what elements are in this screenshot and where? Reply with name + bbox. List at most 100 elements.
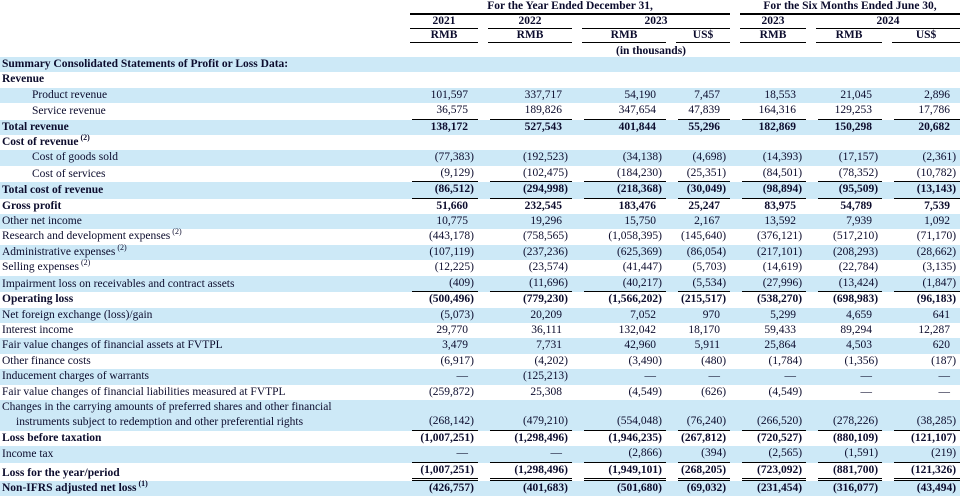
value-cell: 29,770 [436, 323, 468, 336]
row-label: Changes in the carrying amounts of prefe… [0, 399, 400, 431]
value-cell: 7,731 [478, 338, 572, 354]
value-cell: 59,433 [764, 323, 797, 336]
currency-label: RMB [488, 29, 572, 43]
table-row: Research and development expenses (2) (44… [0, 228, 960, 244]
table-row: Cost of services (9,129) (102,475) (184,230… [0, 166, 960, 183]
value-cell: (86,054) [666, 244, 731, 261]
table-row: Changes in the carrying amounts of prefe… [0, 399, 960, 431]
value-cell: (10,782) [882, 166, 960, 183]
value-cell: 4,659 [806, 307, 883, 323]
value-cell: 7,052 [572, 307, 666, 323]
units-note: (in thousands) [616, 45, 687, 57]
year-label: 2024 [816, 15, 960, 29]
value-cell: (25,351) [666, 166, 731, 183]
value-cell: (14,393) [730, 150, 807, 166]
value-cell: (13,143) [882, 182, 960, 199]
value-cell: 970 [666, 307, 731, 323]
table-row: Loss for the year/period (1,007,251) (1,29… [0, 463, 960, 481]
table-row: Other net income 10,775 19,296 15,750 2,167 1… [0, 214, 960, 230]
table-row: Inducement charges of warrants — (125,213)… [0, 369, 960, 385]
row-label: Administrative expenses (2) [0, 244, 400, 261]
value-cell [400, 57, 478, 73]
value-cell [572, 72, 666, 87]
value-cell: (500,496) [428, 293, 474, 306]
row-label: Other finance costs [2, 354, 91, 367]
value-cell: (77,383) [400, 150, 478, 166]
table-row: Administrative expenses (2) (107,119) (237… [0, 244, 960, 261]
value-cell: (2,565) [730, 446, 807, 463]
year-header-1: 2022 [478, 15, 572, 29]
table-row: Selling expenses (2) (12,225) (23,574) (41,… [0, 258, 960, 275]
value-cell: (102,475) [478, 166, 572, 183]
table-row: Total cost of revenue (86,512) (294,998) (2… [0, 182, 960, 199]
value-cell: 183,476 [618, 199, 656, 212]
value-cell: (184,230) [572, 166, 666, 183]
value-cell: (501,680) [572, 480, 666, 496]
table-row: Total revenue 138,172 527,543 401,844 55,296… [0, 119, 960, 136]
value-cell: (4,549) [768, 385, 803, 398]
value-cell: (5,703) [692, 261, 727, 274]
table-row: Other finance costs (6,917) (4,202) (3,490)… [0, 354, 960, 369]
value-cell [666, 72, 730, 87]
value-cell: — [400, 369, 478, 385]
value-cell [806, 57, 883, 73]
table-row: Interest income 29,770 36,111 132,042 18,170… [0, 323, 960, 338]
value-cell: (625,369) [572, 244, 666, 261]
value-cell: (626) [701, 385, 727, 398]
value-cell: (1,566,202) [608, 293, 662, 306]
value-cell: (2,866) [572, 446, 666, 463]
value-cell: 101,597 [400, 87, 478, 104]
currency-header-0: RMB [400, 29, 478, 43]
value-cell [400, 135, 478, 150]
currency-header-3: US$ [666, 29, 731, 43]
currency-header-4: RMB [730, 29, 807, 43]
table-row: Net foreign exchange (loss)/gain (5,073) 2… [0, 307, 960, 323]
value-cell: 25,308 [530, 385, 562, 398]
value-cell [478, 57, 572, 73]
value-cell: (1,058,395) [608, 230, 662, 243]
row-label: Selling expenses (2) [2, 258, 91, 274]
value-cell: (376,121) [757, 230, 803, 243]
value-cell: (1,847) [882, 275, 960, 293]
value-cell: (9,129) [400, 166, 478, 183]
value-cell: (278,226) [806, 399, 883, 431]
value-cell: — [938, 385, 951, 398]
value-cell: (1,591) [806, 446, 883, 463]
row-label: Impairment loss on receivables and contr… [0, 275, 400, 293]
value-cell: 54,190 [572, 87, 666, 104]
value-cell: (4,202) [534, 354, 568, 367]
year-group-header-cell: For the Year Ended December 31, [400, 0, 731, 15]
currency-header-2: RMB [572, 29, 666, 43]
header-group-row: For the Year Ended December 31, For the … [0, 0, 960, 15]
table-row: Loss before taxation (1,007,251) (1,298,49… [0, 431, 960, 446]
value-cell: 19,296 [478, 214, 572, 230]
currency-label: RMB [410, 29, 478, 43]
value-cell: 47,839 [666, 103, 731, 120]
value-cell: 182,869 [730, 119, 807, 136]
value-cell: 5,911 [666, 338, 731, 354]
value-cell: 132,042 [618, 323, 656, 336]
value-cell: 25,864 [730, 338, 807, 354]
value-cell: (145,640) [681, 230, 727, 243]
value-cell [478, 72, 572, 87]
value-cell: 42,960 [572, 338, 666, 354]
value-cell: — [572, 369, 666, 385]
row-label: Total cost of revenue [0, 182, 400, 199]
value-cell: (1,298,496) [514, 431, 568, 444]
row-label: Inducement charges of warrants [0, 369, 400, 385]
table-row: Cost of revenue (2) [0, 134, 960, 150]
value-cell: (30,049) [666, 182, 731, 199]
value-cell [882, 135, 960, 150]
value-cell: (316,077) [806, 480, 883, 496]
value-cell: 527,543 [478, 119, 572, 136]
value-cell [478, 135, 572, 150]
value-cell: (22,784) [838, 261, 879, 274]
value-cell: (1,949,101) [572, 463, 666, 481]
value-cell: 89,294 [840, 323, 873, 336]
table-row: Fair value changes of financial liabilit… [0, 385, 960, 400]
value-cell [572, 57, 666, 73]
value-cell: (96,183) [916, 293, 957, 306]
year-header-4: 2024 [806, 15, 960, 29]
value-cell: (723,092) [730, 463, 807, 481]
value-cell: (479,210) [478, 399, 572, 431]
